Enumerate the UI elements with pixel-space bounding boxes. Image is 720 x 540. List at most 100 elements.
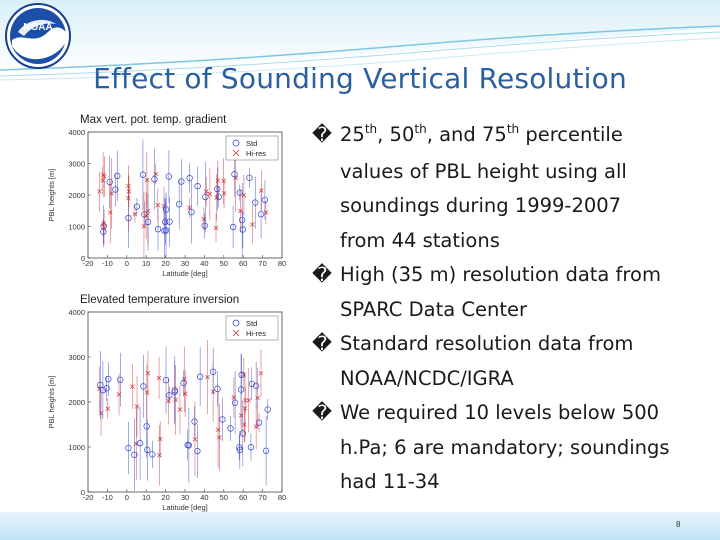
x-tick-label: -20 xyxy=(83,493,94,502)
std-marker xyxy=(143,423,150,430)
hires-marker xyxy=(242,406,248,411)
bullet2-line2: SPARC Data Center xyxy=(340,297,528,321)
x-tick-label: -10 xyxy=(102,493,113,502)
std-marker xyxy=(166,218,173,225)
figure1-caption: Max vert. pot. temp. gradient xyxy=(80,114,227,126)
figure1-plot: 0 1000 2000 3000 4000 -20 -10 0 10 20 30 40 50 60 70 80… xyxy=(40,126,290,278)
x-tick-label: -10 xyxy=(102,259,113,268)
std-marker xyxy=(185,442,193,449)
bullet1-line1: 25th, 50th, and 75th percentile xyxy=(340,122,623,146)
hires-marker xyxy=(105,406,110,411)
x-tick-label: 30 xyxy=(181,259,189,268)
std-marker xyxy=(165,173,173,180)
x-tick-label: 20 xyxy=(161,493,169,502)
hires-marker xyxy=(221,178,226,184)
hires-marker xyxy=(215,178,221,183)
std-marker xyxy=(106,178,113,186)
std-marker xyxy=(166,392,173,399)
hires-marker xyxy=(243,398,248,403)
std-marker xyxy=(239,226,246,233)
std-marker xyxy=(186,174,193,182)
bullet1-line4: from 44 stations xyxy=(340,228,500,252)
hires-marker xyxy=(156,375,162,381)
std-marker xyxy=(201,222,208,229)
std-marker xyxy=(151,176,158,183)
hires-marker xyxy=(166,398,171,404)
hires-marker xyxy=(126,189,132,194)
std-marker xyxy=(117,376,124,383)
y-tick-label: 1000 xyxy=(68,223,85,232)
bullet2-line1: High (35 m) resolution data from xyxy=(340,263,661,286)
hires-marker xyxy=(100,178,106,183)
std-marker xyxy=(103,385,110,392)
hires-marker xyxy=(250,222,255,227)
std-marker xyxy=(236,446,243,454)
std-marker xyxy=(252,199,259,206)
legend-std-label: Std xyxy=(246,139,257,148)
x-tick-label: 60 xyxy=(239,259,247,268)
y-tick-label: 1000 xyxy=(68,443,85,452)
y-tick-label: 2000 xyxy=(68,398,85,407)
hires-marker xyxy=(134,404,140,409)
std-marker xyxy=(144,446,151,453)
bullet1-line3: soundings during 1999-2007 xyxy=(340,194,622,217)
std-marker xyxy=(171,388,178,395)
hires-marker xyxy=(204,189,209,194)
figure2-plot: 0 1000 2000 3000 4000 -20 -10 0 10 20 30 40 50 60 70 80… xyxy=(40,306,290,512)
x-tick-label: 30 xyxy=(181,493,189,502)
y-axis-label: PBL heights [m] xyxy=(47,169,56,222)
std-marker xyxy=(140,383,147,390)
std-marker xyxy=(114,172,121,180)
std-marker xyxy=(214,185,221,193)
std-marker xyxy=(194,182,201,190)
x-tick-label: 0 xyxy=(125,493,129,502)
std-marker xyxy=(246,174,253,181)
hires-marker xyxy=(253,424,259,429)
logo-text: NOAA xyxy=(23,22,52,33)
bullet-marker: � xyxy=(312,401,332,424)
std-marker xyxy=(194,447,201,455)
bullet3-line1: Standard resolution data from xyxy=(340,332,634,355)
std-marker xyxy=(202,193,209,201)
std-marker xyxy=(264,406,271,413)
x-tick-label: 60 xyxy=(239,493,247,502)
std-marker xyxy=(219,416,226,423)
hires-marker xyxy=(155,203,161,208)
hires-marker xyxy=(157,452,162,458)
std-marker xyxy=(139,171,147,178)
y-tick-label: 3000 xyxy=(68,160,85,169)
hires-marker xyxy=(108,210,113,215)
hires-marker xyxy=(205,374,210,380)
hires-marker xyxy=(207,191,213,197)
x-tick-label: 70 xyxy=(258,493,266,502)
std-marker xyxy=(236,189,243,196)
std-marker xyxy=(210,368,217,375)
y-tick-label: 4000 xyxy=(68,128,85,137)
x-tick-label: -20 xyxy=(83,259,94,268)
hires-marker xyxy=(177,407,183,412)
hires-marker xyxy=(144,390,150,395)
x-tick-label: 10 xyxy=(142,493,150,502)
x-tick-label: 80 xyxy=(278,493,286,502)
legend-hires-label: Hi-res xyxy=(246,329,266,338)
std-marker xyxy=(253,382,260,389)
std-marker xyxy=(197,373,204,380)
x-axis-label: Latitude [deg] xyxy=(162,503,207,512)
y-tick-label: 2000 xyxy=(68,191,85,200)
std-marker xyxy=(238,371,245,378)
std-marker xyxy=(236,444,243,451)
bullet-list: � 25th, 50th, and 75th percentile values… xyxy=(312,118,712,500)
footer-band xyxy=(0,512,720,540)
std-marker xyxy=(144,218,152,226)
y-tick-label: 0 xyxy=(81,488,85,497)
hires-marker xyxy=(213,225,219,231)
y-tick-label: 4000 xyxy=(68,308,85,317)
y-tick-label: 3000 xyxy=(68,353,85,362)
x-tick-label: 40 xyxy=(200,259,208,268)
slide-title: Effect of Sounding Vertical Resolution xyxy=(93,62,627,95)
bullet1-line2: values of PBL height using all xyxy=(340,159,627,183)
std-marker xyxy=(162,206,170,213)
std-marker xyxy=(162,218,169,226)
std-marker xyxy=(97,381,104,389)
std-marker xyxy=(231,171,238,178)
